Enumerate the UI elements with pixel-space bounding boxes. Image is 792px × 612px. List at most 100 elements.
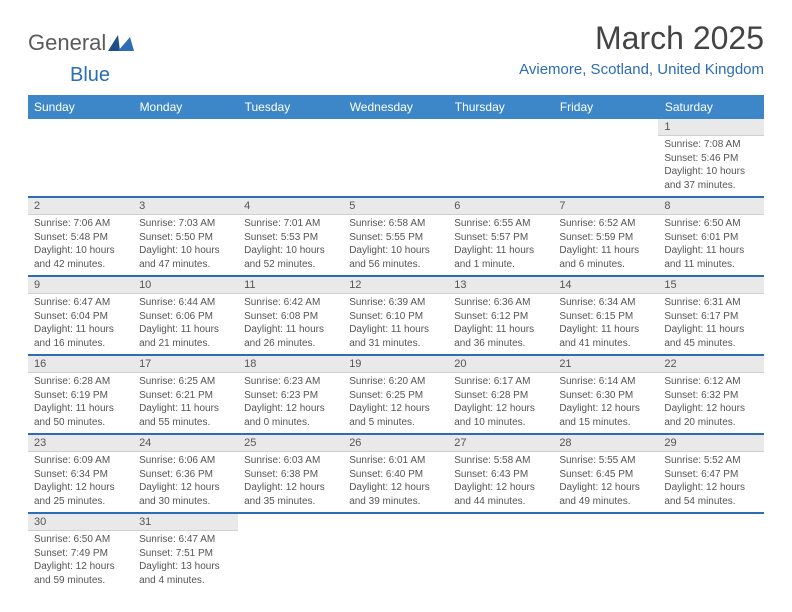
day-data: Sunrise: 5:58 AMSunset: 6:43 PMDaylight:… <box>448 452 553 512</box>
day-number: 3 <box>133 198 238 215</box>
day-number: 21 <box>553 356 658 373</box>
day-number: 14 <box>553 277 658 294</box>
day-data: Sunrise: 6:20 AMSunset: 6:25 PMDaylight:… <box>343 373 448 433</box>
calendar-cell: 17Sunrise: 6:25 AMSunset: 6:21 PMDayligh… <box>133 354 238 433</box>
day-number: 7 <box>553 198 658 215</box>
day-number: 30 <box>28 514 133 531</box>
day-header: Thursday <box>448 95 553 119</box>
day-data: Sunrise: 6:09 AMSunset: 6:34 PMDaylight:… <box>28 452 133 512</box>
day-data: Sunrise: 6:23 AMSunset: 6:23 PMDaylight:… <box>238 373 343 433</box>
day-number: 23 <box>28 435 133 452</box>
calendar-week: 9Sunrise: 6:47 AMSunset: 6:04 PMDaylight… <box>28 275 764 354</box>
calendar-cell: 2Sunrise: 7:06 AMSunset: 5:48 PMDaylight… <box>28 196 133 275</box>
calendar-cell <box>553 512 658 591</box>
calendar-cell: 23Sunrise: 6:09 AMSunset: 6:34 PMDayligh… <box>28 433 133 512</box>
calendar-cell: 26Sunrise: 6:01 AMSunset: 6:40 PMDayligh… <box>343 433 448 512</box>
calendar-head: SundayMondayTuesdayWednesdayThursdayFrid… <box>28 95 764 119</box>
calendar-cell: 18Sunrise: 6:23 AMSunset: 6:23 PMDayligh… <box>238 354 343 433</box>
day-data: Sunrise: 6:52 AMSunset: 5:59 PMDaylight:… <box>553 215 658 275</box>
calendar-cell: 31Sunrise: 6:47 AMSunset: 7:51 PMDayligh… <box>133 512 238 591</box>
calendar-cell <box>553 119 658 196</box>
day-data: Sunrise: 6:36 AMSunset: 6:12 PMDaylight:… <box>448 294 553 354</box>
day-number: 6 <box>448 198 553 215</box>
day-data: Sunrise: 6:17 AMSunset: 6:28 PMDaylight:… <box>448 373 553 433</box>
brand-text-1: General <box>28 30 106 56</box>
calendar-cell: 10Sunrise: 6:44 AMSunset: 6:06 PMDayligh… <box>133 275 238 354</box>
day-data: Sunrise: 5:52 AMSunset: 6:47 PMDaylight:… <box>658 452 763 512</box>
brand-text-2: Blue <box>70 64 110 87</box>
day-header: Monday <box>133 95 238 119</box>
day-data: Sunrise: 6:31 AMSunset: 6:17 PMDaylight:… <box>658 294 763 354</box>
day-number: 18 <box>238 356 343 373</box>
month-title: March 2025 <box>519 20 764 57</box>
day-number: 28 <box>553 435 658 452</box>
calendar-cell: 8Sunrise: 6:50 AMSunset: 6:01 PMDaylight… <box>658 196 763 275</box>
calendar-body: 1Sunrise: 7:08 AMSunset: 5:46 PMDaylight… <box>28 119 764 591</box>
day-number: 12 <box>343 277 448 294</box>
calendar-cell <box>133 119 238 196</box>
day-data: Sunrise: 6:58 AMSunset: 5:55 PMDaylight:… <box>343 215 448 275</box>
day-number: 10 <box>133 277 238 294</box>
day-data: Sunrise: 6:55 AMSunset: 5:57 PMDaylight:… <box>448 215 553 275</box>
day-number: 20 <box>448 356 553 373</box>
calendar-cell: 21Sunrise: 6:14 AMSunset: 6:30 PMDayligh… <box>553 354 658 433</box>
calendar-cell: 7Sunrise: 6:52 AMSunset: 5:59 PMDaylight… <box>553 196 658 275</box>
day-number: 31 <box>133 514 238 531</box>
day-data: Sunrise: 6:42 AMSunset: 6:08 PMDaylight:… <box>238 294 343 354</box>
day-header: Wednesday <box>343 95 448 119</box>
calendar-week: 30Sunrise: 6:50 AMSunset: 7:49 PMDayligh… <box>28 512 764 591</box>
calendar-cell <box>343 512 448 591</box>
calendar-cell: 24Sunrise: 6:06 AMSunset: 6:36 PMDayligh… <box>133 433 238 512</box>
day-number: 13 <box>448 277 553 294</box>
calendar-cell: 28Sunrise: 5:55 AMSunset: 6:45 PMDayligh… <box>553 433 658 512</box>
day-data: Sunrise: 6:50 AMSunset: 6:01 PMDaylight:… <box>658 215 763 275</box>
day-number: 15 <box>658 277 763 294</box>
calendar-cell: 3Sunrise: 7:03 AMSunset: 5:50 PMDaylight… <box>133 196 238 275</box>
day-number: 17 <box>133 356 238 373</box>
calendar-cell: 5Sunrise: 6:58 AMSunset: 5:55 PMDaylight… <box>343 196 448 275</box>
calendar-cell <box>238 119 343 196</box>
day-header: Friday <box>553 95 658 119</box>
day-data: Sunrise: 7:06 AMSunset: 5:48 PMDaylight:… <box>28 215 133 275</box>
day-data: Sunrise: 6:39 AMSunset: 6:10 PMDaylight:… <box>343 294 448 354</box>
calendar-week: 16Sunrise: 6:28 AMSunset: 6:19 PMDayligh… <box>28 354 764 433</box>
day-data: Sunrise: 6:44 AMSunset: 6:06 PMDaylight:… <box>133 294 238 354</box>
day-data: Sunrise: 6:25 AMSunset: 6:21 PMDaylight:… <box>133 373 238 433</box>
day-number: 22 <box>658 356 763 373</box>
calendar-cell: 15Sunrise: 6:31 AMSunset: 6:17 PMDayligh… <box>658 275 763 354</box>
day-number: 16 <box>28 356 133 373</box>
day-data: Sunrise: 7:08 AMSunset: 5:46 PMDaylight:… <box>658 136 763 196</box>
calendar-page: General March 2025 Aviemore, Scotland, U… <box>0 0 792 611</box>
calendar-week: 1Sunrise: 7:08 AMSunset: 5:46 PMDaylight… <box>28 119 764 196</box>
calendar-cell <box>238 512 343 591</box>
logo-icon <box>108 33 136 53</box>
calendar-cell: 22Sunrise: 6:12 AMSunset: 6:32 PMDayligh… <box>658 354 763 433</box>
day-data: Sunrise: 6:12 AMSunset: 6:32 PMDaylight:… <box>658 373 763 433</box>
day-header: Saturday <box>658 95 763 119</box>
day-number: 25 <box>238 435 343 452</box>
day-data: Sunrise: 6:03 AMSunset: 6:38 PMDaylight:… <box>238 452 343 512</box>
brand-logo: General <box>28 30 136 56</box>
calendar-cell: 6Sunrise: 6:55 AMSunset: 5:57 PMDaylight… <box>448 196 553 275</box>
day-number: 26 <box>343 435 448 452</box>
calendar-table: SundayMondayTuesdayWednesdayThursdayFrid… <box>28 95 764 591</box>
calendar-cell: 16Sunrise: 6:28 AMSunset: 6:19 PMDayligh… <box>28 354 133 433</box>
calendar-cell: 30Sunrise: 6:50 AMSunset: 7:49 PMDayligh… <box>28 512 133 591</box>
calendar-cell: 19Sunrise: 6:20 AMSunset: 6:25 PMDayligh… <box>343 354 448 433</box>
day-header: Sunday <box>28 95 133 119</box>
calendar-cell: 13Sunrise: 6:36 AMSunset: 6:12 PMDayligh… <box>448 275 553 354</box>
calendar-cell: 14Sunrise: 6:34 AMSunset: 6:15 PMDayligh… <box>553 275 658 354</box>
calendar-cell: 25Sunrise: 6:03 AMSunset: 6:38 PMDayligh… <box>238 433 343 512</box>
calendar-cell <box>448 512 553 591</box>
day-data: Sunrise: 6:47 AMSunset: 7:51 PMDaylight:… <box>133 531 238 591</box>
calendar-cell <box>658 512 763 591</box>
calendar-cell: 12Sunrise: 6:39 AMSunset: 6:10 PMDayligh… <box>343 275 448 354</box>
calendar-cell: 20Sunrise: 6:17 AMSunset: 6:28 PMDayligh… <box>448 354 553 433</box>
day-number: 29 <box>658 435 763 452</box>
day-data: Sunrise: 6:01 AMSunset: 6:40 PMDaylight:… <box>343 452 448 512</box>
day-data: Sunrise: 7:03 AMSunset: 5:50 PMDaylight:… <box>133 215 238 275</box>
day-data: Sunrise: 6:14 AMSunset: 6:30 PMDaylight:… <box>553 373 658 433</box>
calendar-cell: 29Sunrise: 5:52 AMSunset: 6:47 PMDayligh… <box>658 433 763 512</box>
day-data: Sunrise: 7:01 AMSunset: 5:53 PMDaylight:… <box>238 215 343 275</box>
calendar-week: 2Sunrise: 7:06 AMSunset: 5:48 PMDaylight… <box>28 196 764 275</box>
